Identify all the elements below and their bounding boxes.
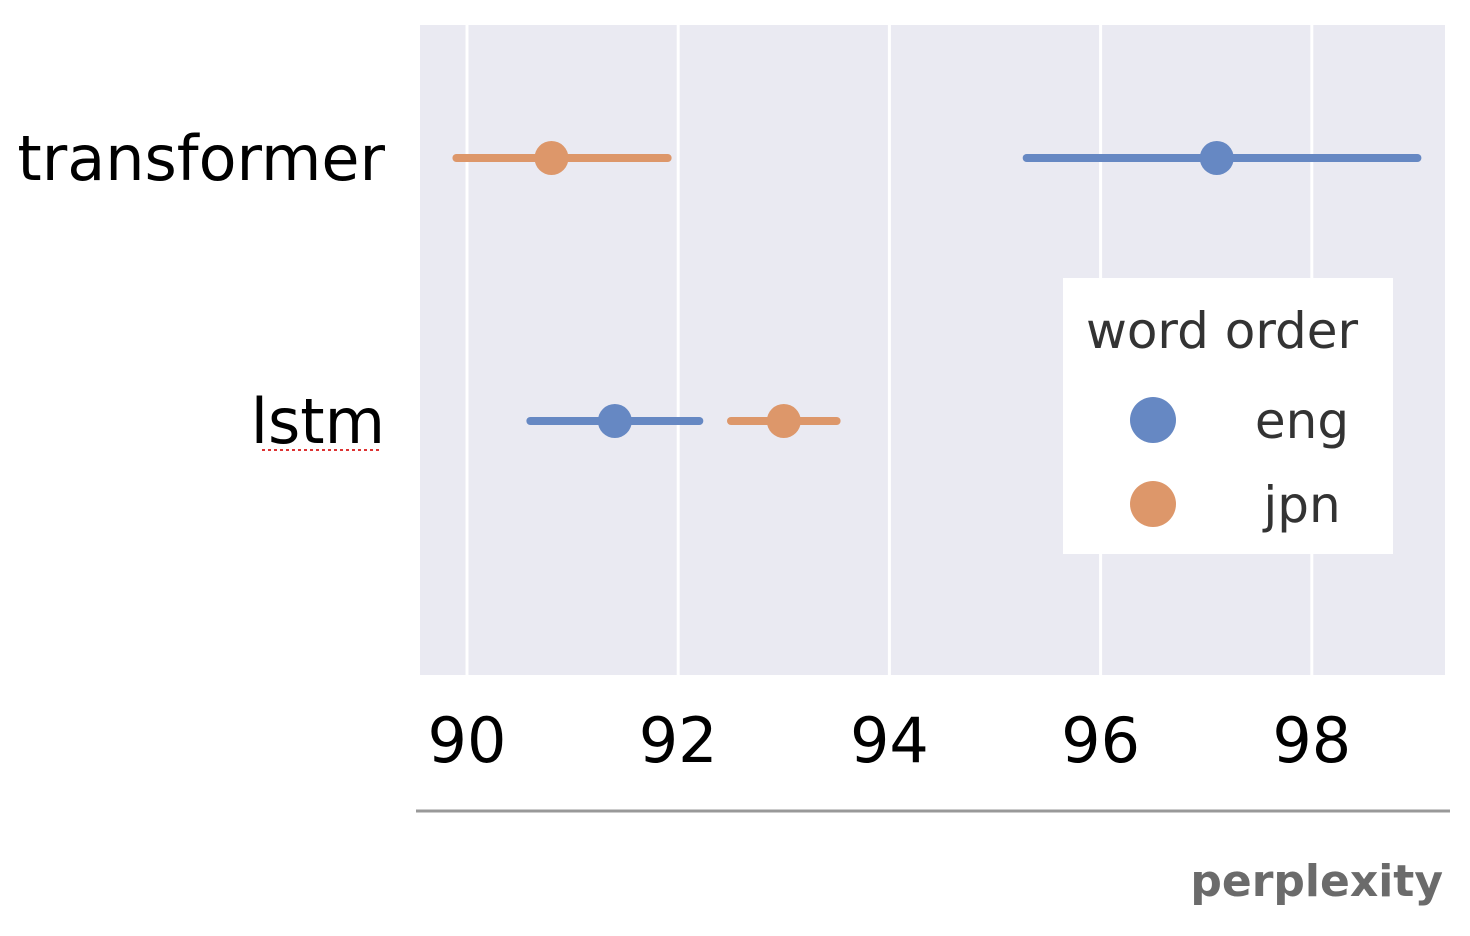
legend-marker-jpn (1130, 481, 1176, 527)
point-eng-lstm (597, 404, 632, 438)
x-tick-label-98: 98 (1272, 704, 1351, 777)
legend-label-eng: eng (1255, 392, 1349, 450)
legend-label-jpn: jpn (1262, 476, 1340, 534)
point-eng-transformer (1199, 141, 1234, 175)
category-label-transformer: transformer (17, 122, 385, 195)
legend-items: eng jpn (1130, 392, 1349, 534)
x-tick-label-94: 94 (850, 704, 929, 777)
point-jpn-transformer (534, 141, 569, 175)
category-labels: transformer lstm (17, 122, 385, 458)
legend-box (1063, 278, 1393, 554)
point-jpn-lstm (766, 404, 801, 438)
x-tick-label-90: 90 (428, 704, 507, 777)
x-tick-labels: 90 92 94 96 98 (428, 704, 1352, 777)
x-tick-label-92: 92 (639, 704, 718, 777)
legend: word order eng jpn (1063, 278, 1393, 554)
legend-marker-eng (1130, 397, 1176, 443)
legend-title: word order (1086, 302, 1359, 360)
chart-marks (452, 141, 1422, 438)
x-tick-label-96: 96 (1061, 704, 1140, 777)
category-label-lstm: lstm (251, 385, 385, 458)
x-axis-label: perplexity (1190, 856, 1443, 907)
